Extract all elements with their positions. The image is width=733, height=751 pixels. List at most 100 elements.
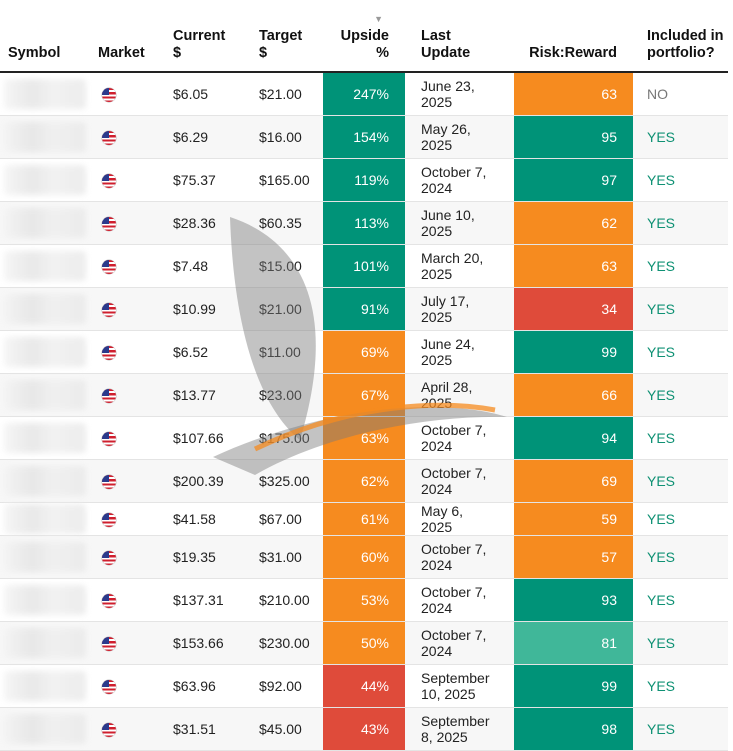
table-row[interactable]: $153.66 $230.00 50% October 7, 2024 81 YES [0,621,728,665]
last-update-cell: May 6, 2025 [405,502,514,536]
target-price-cell: $23.00 [251,373,323,417]
symbol-cell[interactable] [0,373,90,417]
market-cell [90,373,165,417]
symbol-cell[interactable] [0,72,90,116]
upside-cell: 53% [323,578,405,622]
table-row[interactable]: $28.36 $60.35 113% June 10, 2025 62 YES [0,201,728,245]
target-price-cell: $175.00 [251,416,323,460]
table-row[interactable]: $31.51 $45.00 43% September 8, 2025 98 YES [0,707,728,751]
redacted-symbol [4,503,86,534]
column-header-current[interactable]: Current $ [165,0,251,73]
risk-reward-cell: 57 [514,535,633,579]
redacted-symbol [4,336,86,367]
risk-reward-cell: 81 [514,621,633,665]
last-update-cell: June 10, 2025 [405,201,514,245]
table-row[interactable]: $107.66 $175.00 63% October 7, 2024 94 YES [0,416,728,460]
risk-reward-cell: 66 [514,373,633,417]
redacted-symbol [4,78,86,109]
included-cell: YES [633,459,728,503]
upside-cell: 247% [323,72,405,116]
current-price-cell: $137.31 [165,578,251,622]
symbol-cell[interactable] [0,287,90,331]
symbol-cell[interactable] [0,707,90,751]
table-row[interactable]: $137.31 $210.00 53% October 7, 2024 93 YES [0,578,728,622]
risk-reward-cell: 34 [514,287,633,331]
symbol-cell[interactable] [0,664,90,708]
last-update-cell: July 17, 2025 [405,287,514,331]
column-header-target[interactable]: Target $ [251,0,323,73]
column-header-upside[interactable]: ▼ Upside % [323,0,405,73]
symbol-cell[interactable] [0,115,90,159]
column-header-included[interactable]: Included in portfolio? [633,0,728,73]
us-flag-icon [102,388,116,403]
table-row[interactable]: $200.39 $325.00 62% October 7, 2024 69 YES [0,459,728,503]
risk-reward-cell: 93 [514,578,633,622]
us-flag-icon [102,302,116,317]
included-cell: YES [633,287,728,331]
upside-cell: 50% [323,621,405,665]
table-body: $6.05 $21.00 247% June 23, 2025 63 NO $6.29 $16… [0,72,728,751]
current-price-cell: $41.58 [165,502,251,536]
included-cell: YES [633,578,728,622]
sort-descending-icon: ▼ [374,14,383,24]
redacted-symbol [4,584,86,615]
current-price-cell: $75.37 [165,158,251,202]
last-update-cell: March 20, 2025 [405,244,514,288]
target-price-cell: $60.35 [251,201,323,245]
symbol-cell[interactable] [0,330,90,374]
last-update-cell: October 7, 2024 [405,621,514,665]
risk-reward-cell: 95 [514,115,633,159]
symbol-cell[interactable] [0,459,90,503]
redacted-symbol [4,422,86,453]
market-cell [90,416,165,460]
symbol-cell[interactable] [0,535,90,579]
upside-cell: 113% [323,201,405,245]
table-row[interactable]: $10.99 $21.00 91% July 17, 2025 34 YES [0,287,728,331]
redacted-symbol [4,207,86,238]
header-label: Market [98,45,145,61]
symbol-cell[interactable] [0,244,90,288]
column-header-last-update[interactable]: Last Update [405,0,514,73]
last-update-cell: May 26, 2025 [405,115,514,159]
risk-reward-cell: 63 [514,244,633,288]
column-header-risk-reward[interactable]: Risk:Reward [514,0,633,73]
us-flag-icon [102,431,116,446]
risk-reward-cell: 59 [514,502,633,536]
current-price-cell: $28.36 [165,201,251,245]
target-price-cell: $16.00 [251,115,323,159]
market-cell [90,244,165,288]
redacted-symbol [4,164,86,195]
redacted-symbol [4,713,86,744]
us-flag-icon [102,345,116,360]
market-cell [90,330,165,374]
market-cell [90,535,165,579]
table-row[interactable]: $6.05 $21.00 247% June 23, 2025 63 NO [0,72,728,116]
table-row[interactable]: $7.48 $15.00 101% March 20, 2025 63 YES [0,244,728,288]
upside-cell: 60% [323,535,405,579]
table-row[interactable]: $6.52 $11.00 69% June 24, 2025 99 YES [0,330,728,374]
table-row[interactable]: $63.96 $92.00 44% September 10, 2025 99 YES [0,664,728,708]
redacted-symbol [4,465,86,496]
symbol-cell[interactable] [0,621,90,665]
us-flag-icon [102,679,116,694]
table-row[interactable]: $75.37 $165.00 119% October 7, 2024 97 YES [0,158,728,202]
column-header-market[interactable]: Market [90,0,165,73]
us-flag-icon [102,130,116,145]
symbol-cell[interactable] [0,578,90,622]
table-row[interactable]: $6.29 $16.00 154% May 26, 2025 95 YES [0,115,728,159]
target-price-cell: $45.00 [251,707,323,751]
target-price-cell: $165.00 [251,158,323,202]
table-row[interactable]: $41.58 $67.00 61% May 6, 2025 59 YES [0,502,728,536]
market-cell [90,201,165,245]
symbol-cell[interactable] [0,502,90,536]
target-price-cell: $230.00 [251,621,323,665]
last-update-cell: October 7, 2024 [405,459,514,503]
market-cell [90,621,165,665]
symbol-cell[interactable] [0,158,90,202]
upside-cell: 67% [323,373,405,417]
symbol-cell[interactable] [0,416,90,460]
table-row[interactable]: $19.35 $31.00 60% October 7, 2024 57 YES [0,535,728,579]
table-row[interactable]: $13.77 $23.00 67% April 28, 2025 66 YES [0,373,728,417]
symbol-cell[interactable] [0,201,90,245]
column-header-symbol[interactable]: Symbol [0,0,90,73]
